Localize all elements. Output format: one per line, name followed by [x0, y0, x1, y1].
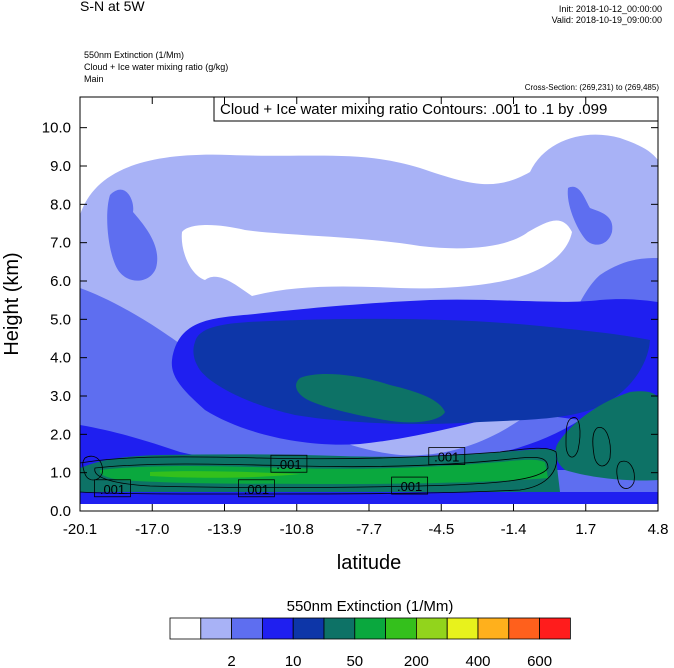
extinction-blob-upper-right [567, 186, 613, 245]
y-tick-label: 8.0 [50, 196, 71, 213]
x-tick-label: -1.4 [501, 521, 527, 538]
init-time: Init: 2018-10-12_00:00:00 [558, 4, 662, 14]
extinction-clear-region [181, 220, 572, 296]
y-tick-label: 9.0 [50, 158, 71, 175]
colorbar-tick-label: 200 [404, 653, 429, 668]
extinction-region-medium [80, 258, 658, 511]
x-axis-title: latitude [337, 552, 402, 574]
colorbar: 550nm Extinction (1/Mm) 2 10 50 200 400 600 [169, 598, 571, 668]
contour-labels: .001 .001 .001 .001 .001 [94, 447, 466, 498]
colorbar-title: 550nm Extinction (1/Mm) [287, 598, 454, 615]
plot-area: .001 .001 .001 .001 .001 Cloud + Ice water m… [1, 96, 669, 574]
y-axis: 0.0 1.0 2.0 3.0 4.0 5.0 6.0 7.0 8.0 9.0 10.0 [42, 120, 658, 520]
colorbar-tick-label: 400 [465, 653, 490, 668]
contour-line-right-c [616, 460, 635, 489]
contour-label-box [391, 476, 429, 495]
y-axis-title: Height (km) [1, 252, 23, 355]
contour-label-text: .001 [244, 482, 269, 497]
x-tick-label: -17.0 [135, 521, 169, 538]
colorbar-swatch [200, 617, 233, 640]
contour-line-lower [80, 447, 558, 495]
contour-label-box [94, 479, 131, 498]
contour-line-right-a [565, 417, 581, 458]
extinction-region-teal-right [555, 391, 658, 481]
colorbar-swatch [292, 617, 325, 640]
contour-label: .001 [391, 476, 429, 495]
extinction-field [80, 97, 658, 511]
colorbar-tick-label: 2 [227, 653, 235, 668]
contour-label: .001 [94, 479, 131, 498]
y-tick-label: 1.0 [50, 465, 71, 482]
colorbar-swatch [446, 617, 479, 640]
y-tick-label: 7.0 [50, 235, 71, 252]
contour-info-text: Cloud + Ice water mixing ratio Contours:… [220, 101, 607, 118]
y-tick-label: 3.0 [50, 388, 71, 405]
contour-label: .001 [238, 479, 275, 498]
x-tick-label: -13.9 [207, 521, 241, 538]
contour-label-box [270, 454, 308, 473]
colorbar-swatch [415, 617, 448, 640]
extinction-lower-band-bright [150, 471, 300, 478]
contour-line-left-cell [82, 455, 103, 481]
colorbar-swatch [261, 617, 294, 640]
colorbar-swatch [385, 617, 417, 640]
y-tick-label: 5.0 [50, 311, 71, 328]
variable-line-3: Main [84, 74, 104, 84]
extinction-blob-upper-left [107, 189, 158, 281]
contour-label-box [238, 479, 275, 498]
contour-label: .001 [270, 454, 308, 473]
contour-label-box [428, 447, 466, 465]
x-tick-label: -10.8 [280, 521, 314, 538]
y-tick-label: 0.0 [50, 503, 71, 520]
contour-info-frame [213, 96, 659, 122]
colorbar-swatch [508, 617, 540, 640]
y-tick-label: 6.0 [50, 273, 71, 290]
colorbar-swatch [231, 617, 263, 640]
valid-time: Valid: 2018-10-19_09:00:00 [551, 15, 662, 25]
variable-line-2: Cloud + Ice water mixing ratio (g/kg) [84, 62, 229, 72]
colorbar-swatch [354, 617, 386, 640]
extinction-lower-band-green [99, 459, 548, 484]
contour-label-text: .001 [276, 457, 301, 472]
x-tick-label: -7.7 [356, 521, 382, 538]
colorbar-tick-label: 600 [527, 653, 552, 668]
cross-section-label: Cross-Section: (269,231) to (269,485) [524, 83, 659, 92]
colorbar-swatch [539, 617, 571, 640]
contour-label: .001 [428, 447, 466, 465]
x-axis: -20.1 -17.0 -13.9 -10.8 -7.7 -4.5 -1.4 1.7 4.8 [63, 97, 669, 538]
x-tick-label: -4.5 [428, 521, 454, 538]
x-tick-label: 4.8 [648, 521, 669, 538]
colorbar-swatch [477, 617, 510, 640]
contour-label-text: .001 [100, 482, 125, 497]
contour-label-text: .001 [434, 450, 459, 465]
contour-info-box: Cloud + Ice water mixing ratio Contours:… [213, 96, 659, 122]
chart-title: S-N at 5W [80, 0, 145, 14]
water-mixing-contours [80, 417, 635, 495]
contour-line-right-b [592, 427, 611, 467]
colorbar-swatch [323, 617, 356, 640]
contour-label-text: .001 [397, 479, 422, 494]
colorbar-tick-label: 50 [346, 653, 363, 668]
y-tick-label: 2.0 [50, 426, 71, 443]
extinction-region-teal-mid [296, 374, 445, 423]
y-tick-label: 4.0 [50, 350, 71, 367]
y-tick-label: 10.0 [42, 120, 71, 137]
x-tick-label: -20.1 [63, 521, 97, 538]
colorbar-tick-label: 10 [285, 653, 302, 668]
x-tick-label: 1.7 [575, 521, 596, 538]
contour-line-inner [94, 456, 549, 488]
colorbar-swatch [169, 617, 202, 640]
variable-line-1: 550nm Extinction (1/Mm) [84, 50, 185, 60]
